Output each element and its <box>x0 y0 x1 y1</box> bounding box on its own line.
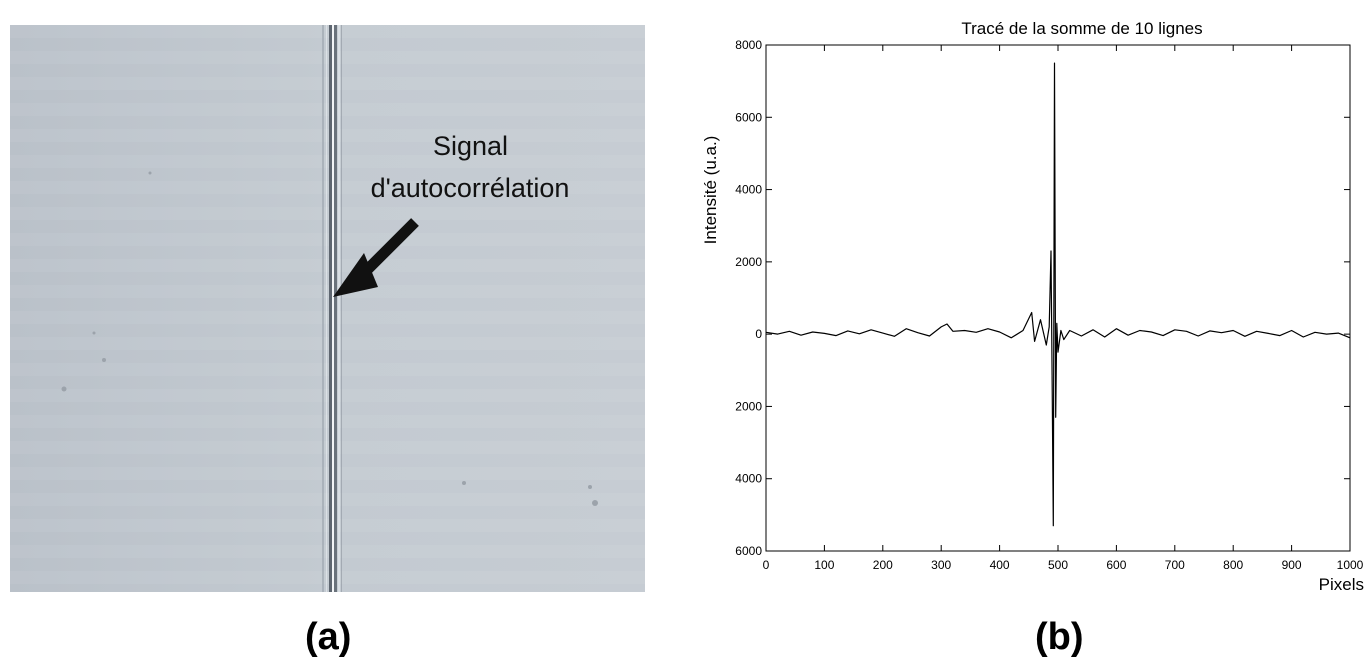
x-tick-label: 200 <box>873 558 893 572</box>
plot-area-border <box>766 45 1350 551</box>
caption-b: (b) <box>1035 616 1084 659</box>
x-tick-label: 400 <box>990 558 1010 572</box>
caption-a: (a) <box>305 616 351 659</box>
series-line <box>766 63 1350 526</box>
y-tick-label: 2000 <box>735 399 762 413</box>
annotation-label-line2: d'autocorrélation <box>355 171 585 205</box>
x-tick-label: 800 <box>1223 558 1243 572</box>
y-tick-label: 4000 <box>735 472 762 486</box>
y-tick-label: 4000 <box>735 183 762 197</box>
x-tick-label: 100 <box>814 558 834 572</box>
x-tick-label: 900 <box>1282 558 1302 572</box>
chart-title: Tracé de la somme de 10 lignes <box>961 19 1202 38</box>
y-tick-label: 8000 <box>735 38 762 52</box>
x-tick-label: 500 <box>1048 558 1068 572</box>
y-axis-ticks: 8000 6000 4000 2000 0 2000 4000 6000 <box>735 38 1350 558</box>
x-tick-label: 700 <box>1165 558 1185 572</box>
x-axis-ticks: 0 100 200 300 400 500 600 700 800 900 1000 <box>763 45 1364 572</box>
intensity-chart: 0 100 200 300 400 500 600 700 800 900 1000 8000 600… <box>690 0 1368 600</box>
x-tick-label: 0 <box>763 558 770 572</box>
y-axis-label: Intensité (u.a.) <box>701 136 720 245</box>
photo-image <box>10 25 645 592</box>
y-tick-label: 2000 <box>735 255 762 269</box>
axes-frame <box>766 45 1350 551</box>
y-tick-label: 6000 <box>735 110 762 124</box>
x-tick-label: 1000 <box>1337 558 1364 572</box>
annotation-label-line1: Signal <box>378 129 563 163</box>
y-tick-label: 0 <box>755 327 762 341</box>
series-layer <box>766 63 1350 526</box>
x-tick-label: 600 <box>1106 558 1126 572</box>
interferogram-photo: Signal d'autocorrélation <box>10 25 645 592</box>
x-axis-label: Pixels <box>1319 575 1364 594</box>
x-tick-label: 300 <box>931 558 951 572</box>
y-tick-label: 6000 <box>735 544 762 558</box>
